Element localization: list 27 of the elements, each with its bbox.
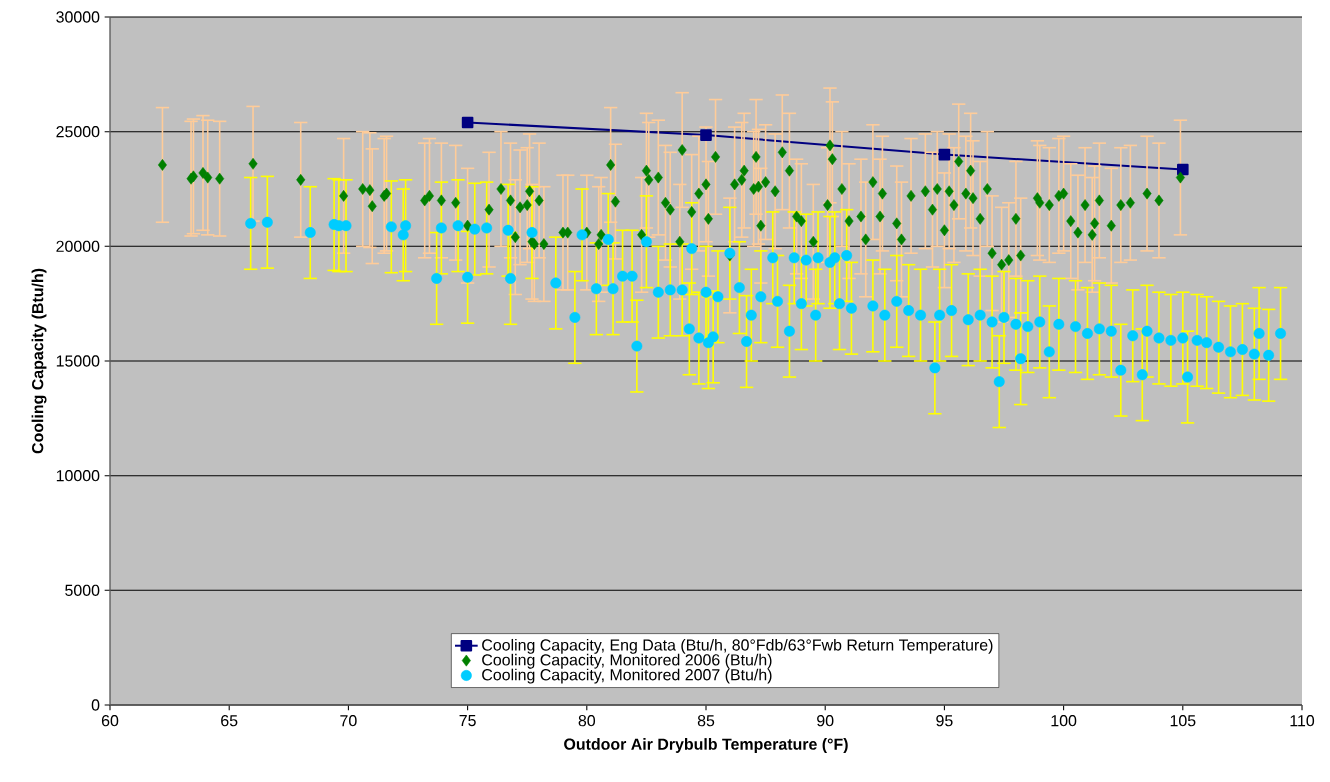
legend-label: Cooling Capacity, Eng Data (Btu/h, 80°Fdb/63°Fwb Return Temperature) [482,638,993,654]
point [461,116,474,129]
y-tick-label: 10000 [56,470,100,482]
x-tick-label: 65 [221,715,238,727]
y-tick-label: 5000 [65,584,100,596]
y-tick-label: 20000 [56,240,100,252]
point [700,129,712,141]
y-tick-label: 25000 [56,126,100,138]
x-tick-label: 70 [340,715,357,727]
point [938,148,951,161]
y-tick-label: 30000 [56,11,100,23]
x-tick-label: 90 [817,715,834,727]
x-tick-label: 80 [578,715,596,727]
x-tick-label: 105 [1170,715,1196,727]
y-tick-label: 0 [91,699,100,711]
y-axis-title: Cooling Capacity (Btu/h) [31,268,47,454]
y-tick-label: 15000 [56,355,100,367]
x-tick-label: 60 [101,715,119,727]
x-tick-label: 100 [1051,715,1077,727]
x-axis-title: Outdoor Air Drybulb Temperature (°F) [564,738,848,753]
x-tick-label: 85 [697,715,715,727]
legend-label: Cooling Capacity, Monitored 2007 (Btu/h) [482,668,772,684]
x-tick-label: 95 [936,715,953,727]
x-tick-label: 110 [1290,715,1315,727]
point [1177,163,1189,176]
x-tick-label: 75 [459,715,476,727]
legend-label: Cooling Capacity, Monitored 2006 (Btu/h) [482,653,772,669]
